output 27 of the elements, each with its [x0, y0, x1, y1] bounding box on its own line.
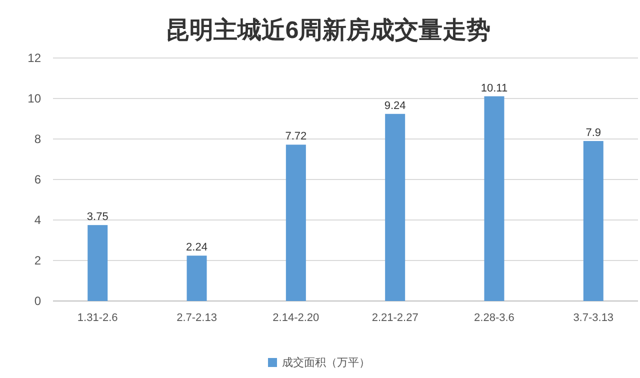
x-tick-label: 3.7-3.13 — [573, 312, 614, 324]
data-label: 7.9 — [586, 127, 602, 140]
data-label: 9.24 — [384, 100, 406, 112]
y-tick-label: 8 — [34, 132, 42, 146]
x-tick-label: 2.21-2.27 — [372, 312, 418, 324]
bar — [484, 96, 504, 301]
x-tick-label: 2.7-2.13 — [176, 312, 217, 324]
bar — [88, 225, 108, 301]
chart-title: 昆明主城近6周新房成交量走势 — [165, 16, 491, 44]
x-tick-label: 1.31-2.6 — [77, 312, 118, 324]
y-tick-label: 4 — [34, 213, 42, 228]
y-tick-label: 2 — [34, 254, 42, 268]
data-label: 3.75 — [86, 211, 108, 224]
x-tick-label: 2.28-3.6 — [474, 312, 514, 324]
bar — [186, 256, 207, 301]
x-tick-label: 2.14-2.20 — [272, 312, 320, 324]
bar — [286, 144, 306, 301]
y-tick-label: 12 — [28, 51, 42, 66]
y-tick-label: 6 — [34, 172, 42, 187]
legend-label: 成交面积（万平） — [282, 356, 370, 369]
data-label: 10.11 — [480, 82, 508, 94]
y-tick-label: 10 — [28, 92, 42, 106]
y-tick-label: 0 — [34, 294, 42, 308]
data-label: 7.72 — [285, 130, 307, 143]
data-label: 2.24 — [186, 242, 208, 254]
bar — [583, 141, 604, 301]
bar — [385, 114, 406, 301]
